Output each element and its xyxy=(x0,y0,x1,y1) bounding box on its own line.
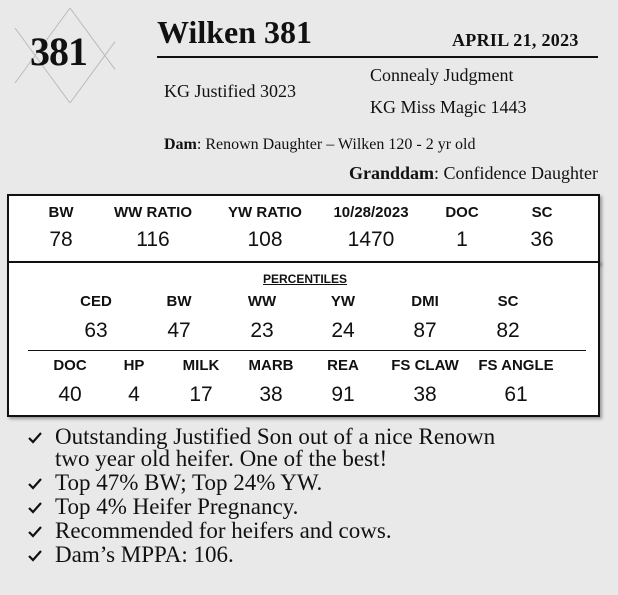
stat-value: 1470 xyxy=(347,228,395,251)
percentile-label: DOC xyxy=(53,357,87,374)
granddam-line: Granddam: Confidence Daughter xyxy=(349,163,598,183)
diamond-watermark-icon xyxy=(14,8,115,103)
stats-box: BW 78 WW RATIO 116 YW RATIO 108 10/28/2023 1470… xyxy=(7,194,600,264)
percentiles-box: PERCENTILES CED 63 BW 47 WW 23 YW 24 DMI 87 SC 82 DO… xyxy=(7,261,600,417)
stat-label: BW xyxy=(48,204,74,221)
lot-number: 381 xyxy=(30,29,88,74)
percentile-label: HP xyxy=(123,357,145,374)
highlight-text: Top 4% Heifer Pregnancy. xyxy=(55,494,299,519)
checkmark-icon xyxy=(28,432,42,444)
stat-label: 10/28/2023 xyxy=(333,204,409,221)
percentile-label: SC xyxy=(497,293,519,310)
percentile-label: FS ANGLE xyxy=(478,357,554,374)
percentile-label: MILK xyxy=(182,357,220,374)
stat-label: DOC xyxy=(445,204,479,221)
percentiles-title: PERCENTILES xyxy=(262,272,348,286)
percentile-label: REA xyxy=(327,357,359,374)
percentile-value: 38 xyxy=(259,383,283,406)
dam-line: Dam: Renown Daughter – Wilken 120 - 2 yr… xyxy=(164,136,476,153)
checkmark-icon xyxy=(28,550,42,562)
percentile-value: 47 xyxy=(167,319,191,342)
percentile-value: 24 xyxy=(331,319,355,342)
percentile-label: BW xyxy=(166,293,192,310)
stat-value: 1 xyxy=(456,228,468,251)
stat-value: 116 xyxy=(136,228,170,251)
highlight-text: two year old heifer. One of the best! xyxy=(55,446,388,471)
percentiles-divider xyxy=(28,350,586,351)
highlight-text: Recommended for heifers and cows. xyxy=(55,518,392,543)
stat-value: 78 xyxy=(49,228,73,251)
highlight-text: Dam’s MPPA: 106. xyxy=(55,542,234,567)
granddam-label: Granddam xyxy=(349,163,435,183)
percentile-value: 63 xyxy=(84,319,108,342)
stat-label: SC xyxy=(531,204,553,221)
percentile-label: DMI xyxy=(411,293,439,310)
granddam-value: Confidence Daughter xyxy=(443,163,598,183)
percentile-value: 91 xyxy=(331,383,355,406)
checkmark-icon xyxy=(28,526,42,538)
stat-value: 36 xyxy=(530,228,554,251)
percentile-label: YW xyxy=(330,293,356,310)
sire: KG Justified 3023 xyxy=(164,81,296,101)
stat-label: WW RATIO xyxy=(113,204,193,221)
title-divider xyxy=(157,56,598,58)
percentile-value: 61 xyxy=(504,383,528,406)
sire-sire: Connealy Judgment xyxy=(370,65,514,85)
checkmark-icon xyxy=(28,502,42,514)
highlight-text: Top 47% BW; Top 24% YW. xyxy=(55,470,323,495)
percentile-value: 17 xyxy=(189,383,213,406)
stat-label: YW RATIO xyxy=(228,204,302,221)
percentile-label: FS CLAW xyxy=(391,357,459,374)
stat-value: 108 xyxy=(247,228,283,251)
birth-date: APRIL 21, 2023 xyxy=(452,30,579,50)
percentile-value: 4 xyxy=(128,383,140,406)
percentile-label: WW xyxy=(247,293,277,310)
percentile-value: 23 xyxy=(250,319,274,342)
percentile-value: 82 xyxy=(496,319,520,342)
percentile-label: CED xyxy=(80,293,112,310)
dam-value: Renown Daughter – Wilken 120 - 2 yr old xyxy=(205,136,476,153)
percentile-value: 38 xyxy=(413,383,437,406)
highlight-text: Outstanding Justified Son out of a nice … xyxy=(55,424,496,449)
percentile-value: 87 xyxy=(413,319,437,342)
percentile-label: MARB xyxy=(248,357,294,374)
percentile-value: 40 xyxy=(58,383,82,406)
checkmark-icon xyxy=(28,478,42,490)
dam-label: Dam xyxy=(164,136,197,153)
animal-title: Wilken 381 xyxy=(157,14,312,50)
sire-dam: KG Miss Magic 1443 xyxy=(370,97,527,117)
